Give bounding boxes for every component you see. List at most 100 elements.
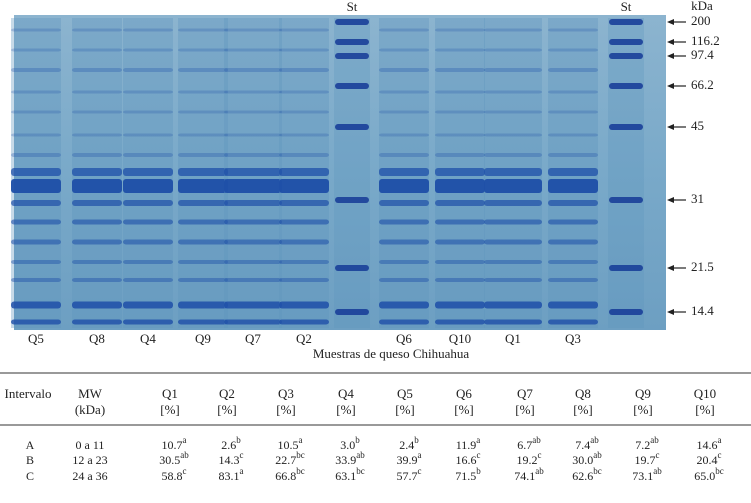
- cell: 14.3c: [219, 450, 244, 467]
- band: [72, 168, 122, 176]
- cell-value: 11.9: [456, 438, 477, 452]
- band: [224, 28, 282, 32]
- band: [72, 133, 122, 137]
- row-label: C: [26, 469, 34, 483]
- marker-label: 14.4: [691, 303, 714, 318]
- band: [484, 133, 542, 137]
- cell-value: 3.0: [340, 438, 355, 452]
- cell-sup: c: [477, 450, 481, 460]
- band: [379, 278, 429, 282]
- band: [224, 90, 282, 94]
- arrow-head: [667, 309, 674, 315]
- band: [379, 239, 429, 245]
- band: [548, 48, 598, 52]
- cell: 30.0ab: [572, 450, 602, 467]
- cell-value: 22.7: [275, 453, 296, 467]
- cell: 10.5a: [278, 435, 303, 452]
- band: [435, 200, 485, 206]
- band: [11, 28, 61, 32]
- column-unit: [%]: [695, 402, 715, 417]
- band: [11, 168, 61, 176]
- arrow-head: [667, 265, 674, 271]
- band: [435, 68, 485, 72]
- band: [435, 278, 485, 282]
- cell-value: 66.8: [275, 469, 296, 483]
- column-header: Q5: [397, 386, 413, 401]
- cell: 16.6c: [456, 450, 481, 467]
- band: [484, 200, 542, 206]
- band: [279, 260, 329, 264]
- cell-sup: ab: [535, 466, 544, 476]
- band: [11, 319, 61, 325]
- band: [435, 110, 485, 114]
- band: [72, 153, 122, 157]
- band: [379, 110, 429, 114]
- band: [279, 133, 329, 137]
- cell-value: 19.2: [517, 453, 538, 467]
- caption: Muestras de queso Chihuahua: [313, 346, 470, 361]
- band: [484, 239, 542, 245]
- cell-sup: a: [718, 435, 722, 445]
- band: [224, 179, 282, 193]
- band: [11, 153, 61, 157]
- cell-sup: b: [476, 466, 481, 476]
- cell-value: 14.6: [697, 438, 718, 452]
- band: [123, 301, 173, 309]
- cell-value: 19.7: [635, 453, 656, 467]
- band: [335, 39, 369, 45]
- band: [279, 110, 329, 114]
- band: [548, 179, 598, 193]
- band: [335, 83, 369, 89]
- band: [484, 68, 542, 72]
- lane-label: Q5: [28, 331, 44, 346]
- cell: 71.5b: [455, 466, 481, 483]
- column-unit: [%]: [454, 402, 474, 417]
- band: [123, 133, 173, 137]
- band: [11, 260, 61, 264]
- cell-value: 2.4: [399, 438, 414, 452]
- st-lane: [608, 18, 644, 328]
- cell-sup: c: [240, 450, 244, 460]
- column-header: Q9: [635, 386, 651, 401]
- band: [11, 239, 61, 245]
- band: [379, 133, 429, 137]
- band: [178, 278, 228, 282]
- band: [123, 28, 173, 32]
- column-header: MW: [78, 386, 103, 401]
- band: [484, 301, 542, 309]
- band: [178, 301, 228, 309]
- band: [224, 200, 282, 206]
- cell-sup: ab: [180, 450, 189, 460]
- band: [72, 48, 122, 52]
- marker-label: 21.5: [691, 259, 714, 274]
- band: [11, 90, 61, 94]
- column-header: Q7: [517, 386, 533, 401]
- lane-label: Q4: [140, 331, 156, 346]
- band: [379, 48, 429, 52]
- band: [379, 260, 429, 264]
- cell-sup: bc: [593, 466, 602, 476]
- column-header: Q8: [575, 386, 591, 401]
- cell: 6.7ab: [517, 435, 541, 452]
- band: [178, 133, 228, 137]
- lane-label: Q7: [245, 331, 261, 346]
- cell: 62.6bc: [572, 466, 602, 483]
- cell-value: 33.9: [335, 453, 356, 467]
- band: [123, 278, 173, 282]
- cell: 73.1ab: [632, 466, 662, 483]
- band: [279, 28, 329, 32]
- cell: 33.9ab: [335, 450, 365, 467]
- cell-sup: bc: [356, 466, 365, 476]
- band: [279, 319, 329, 325]
- band: [435, 260, 485, 264]
- cell-sup: c: [718, 450, 722, 460]
- column-unit: [%]: [276, 402, 296, 417]
- band: [484, 48, 542, 52]
- band: [484, 28, 542, 32]
- band: [609, 83, 643, 89]
- cell: 22.7bc: [275, 450, 305, 467]
- band: [279, 239, 329, 245]
- cell: 83.1a: [219, 466, 244, 483]
- band: [224, 153, 282, 157]
- band: [548, 239, 598, 245]
